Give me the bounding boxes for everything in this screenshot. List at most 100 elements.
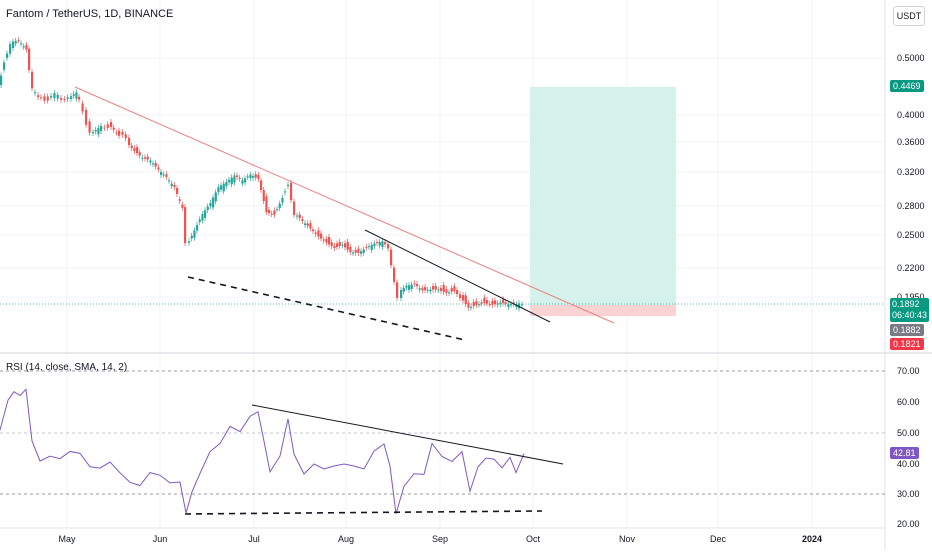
candle-body	[168, 180, 171, 182]
rsi-label: 30.00	[897, 489, 920, 499]
candle-body	[488, 303, 491, 305]
candle-body	[475, 301, 478, 305]
candle-body	[480, 302, 483, 304]
candle-body	[154, 162, 157, 167]
candle-body	[478, 304, 481, 306]
candle-body	[201, 214, 204, 221]
candle-body	[173, 184, 176, 188]
candle-body	[85, 109, 88, 125]
black-trendline[interactable]	[364, 229, 551, 323]
current-price-tag: 0.1892 06:40:43	[890, 298, 930, 322]
candle-body	[124, 134, 127, 139]
rsi-resistance-line[interactable]	[251, 404, 564, 465]
candle-body	[426, 289, 429, 291]
candle-body	[97, 127, 100, 135]
price-label: 0.5000	[897, 53, 925, 63]
candle-body	[9, 44, 12, 54]
candle-body	[12, 41, 15, 48]
stop-zone[interactable]	[530, 305, 676, 316]
candle-body	[262, 189, 265, 202]
candle-body	[17, 40, 20, 42]
red-trendline[interactable]	[74, 86, 615, 324]
candle-body	[115, 132, 118, 134]
candle-body	[204, 210, 207, 218]
candle-body	[238, 177, 241, 179]
price-grid	[0, 57, 885, 298]
candle-body	[445, 289, 448, 293]
candle-body	[437, 289, 440, 291]
candle-body	[442, 285, 445, 292]
time-label: Dec	[710, 534, 727, 544]
candle-body	[20, 43, 23, 45]
candle-body	[144, 157, 147, 159]
candle-body	[416, 283, 419, 287]
candle-body	[499, 302, 502, 305]
candle-body	[138, 152, 141, 156]
candle-body	[190, 235, 193, 239]
candle-body	[338, 241, 341, 246]
candle-body	[130, 145, 133, 149]
rsi-support-line[interactable]	[184, 510, 543, 515]
candle-body	[494, 300, 497, 305]
time-label: Aug	[338, 534, 354, 544]
candle-body	[146, 156, 149, 160]
candle-body	[354, 249, 357, 253]
candle-body	[378, 242, 381, 246]
time-label: Jul	[248, 534, 260, 544]
time-label: Oct	[526, 534, 541, 544]
candle-body	[270, 213, 273, 215]
candle-body	[206, 206, 209, 211]
candle-body	[106, 124, 109, 128]
rsi-label: 60.00	[897, 397, 920, 407]
candle-body	[252, 176, 255, 178]
candle-body	[228, 179, 231, 183]
time-label: Jun	[153, 534, 168, 544]
candle-body	[376, 242, 379, 244]
candle-body	[40, 97, 43, 99]
candle-body	[320, 233, 323, 239]
currency-button[interactable]: USDT	[893, 6, 925, 26]
candle-body	[94, 129, 97, 132]
candle-body	[276, 209, 279, 211]
rsi-label: 70.00	[897, 366, 920, 376]
candle-body	[160, 171, 163, 175]
dashed-support-line[interactable]	[187, 276, 466, 341]
candle-body	[37, 95, 40, 98]
candle-body	[357, 248, 360, 254]
candle-body	[157, 167, 160, 170]
candle-body	[368, 246, 371, 248]
candle-body	[472, 302, 475, 306]
candle-body	[128, 137, 131, 146]
chart-title: Fantom / TetherUS, 1D, BINANCE	[6, 8, 174, 20]
rsi-label: 50.00	[897, 428, 920, 438]
candle-body	[196, 224, 199, 231]
candle-body	[50, 96, 53, 98]
candle-body	[141, 157, 144, 159]
candle-body	[413, 283, 416, 285]
candle-body	[402, 287, 405, 292]
candle-body	[496, 303, 499, 305]
candle-body	[459, 294, 462, 298]
price-label: 0.3600	[897, 137, 925, 147]
rsi-title: RSI (14, close, SMA, 14, 2)	[6, 362, 128, 373]
candle-body	[273, 210, 276, 215]
candle-body	[518, 303, 521, 309]
candle-body	[322, 239, 325, 241]
candle-body	[66, 97, 69, 100]
candle-body	[486, 300, 489, 304]
candle-body	[176, 187, 179, 194]
prev-price-tag: 0.1882	[890, 324, 924, 336]
candle-body	[136, 147, 139, 154]
rsi-axis-labels: 70.00 60.00 50.00 40.00 30.00 20.00	[897, 366, 920, 529]
candle-body	[400, 290, 403, 298]
stop-price-tag: 0.1821	[890, 338, 924, 350]
candle-body	[309, 223, 312, 229]
time-label: Nov	[619, 534, 636, 544]
time-label: May	[58, 534, 76, 544]
candle-body	[424, 287, 427, 291]
candle-body	[88, 121, 91, 133]
candle-body	[504, 302, 507, 304]
target-zone[interactable]	[530, 87, 676, 305]
